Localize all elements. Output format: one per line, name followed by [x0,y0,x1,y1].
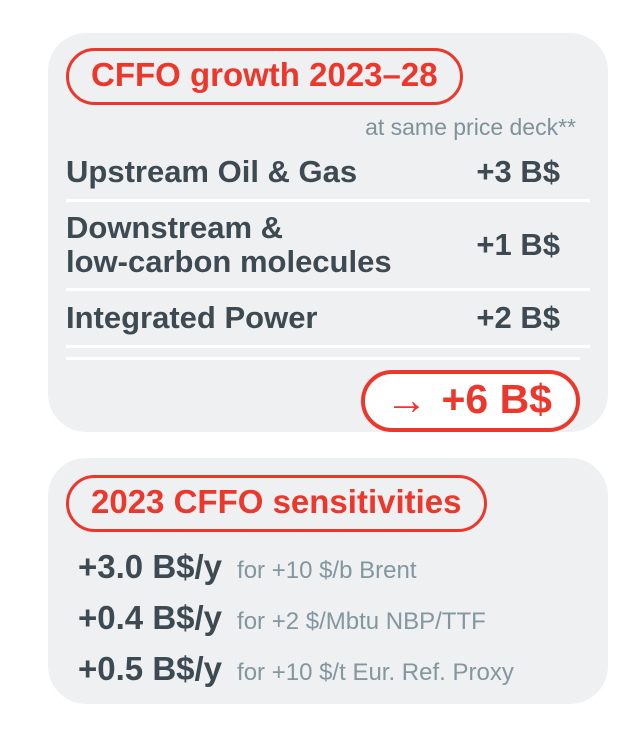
growth-row-label: Upstream Oil & Gas [66,153,358,189]
growth-row-value: +1 B$ [476,227,560,263]
growth-row-value: +3 B$ [476,154,560,189]
sensitivity-value: +0.4 B$/y [78,599,223,636]
cffo-sensitivities-card: 2023 CFFO sensitivities +3.0 B$/y for +1… [48,458,608,704]
growth-row-label: Downstream & low-carbon molecules [66,210,392,280]
right-arrow-icon: → [385,375,428,423]
growth-total-line: → +6 B$ [66,357,580,433]
sensitivity-row-gas: +0.4 B$/y for +2 $/Mbtu NBP/TTF [78,599,590,637]
sensitivity-value: +3.0 B$/y [78,548,223,585]
sensitivity-condition: for +10 $/b Brent [237,557,417,584]
price-deck-note: at same price deck** [365,114,576,140]
growth-row-integrated-power: Integrated Power +2 B$ [66,291,590,349]
growth-total-pill: → +6 B$ [361,370,580,433]
cffo-growth-title-pill: CFFO growth 2023–28 [66,48,463,105]
sensitivity-value: +0.5 B$/y [78,650,223,687]
growth-row-upstream: Upstream Oil & Gas +3 B$ [66,145,590,202]
sensitivity-condition: for +2 $/Mbtu NBP/TTF [237,608,486,635]
growth-row-downstream: Downstream & low-carbon molecules +1 B$ [66,202,590,292]
cffo-growth-card: CFFO growth 2023–28 at same price deck**… [48,33,608,433]
sensitivities-rows: +3.0 B$/y for +10 $/b Brent +0.4 B$/y fo… [78,548,590,688]
growth-row-label: Integrated Power [66,300,318,336]
growth-total-value: +6 B$ [441,376,552,423]
sensitivity-condition: for +10 $/t Eur. Ref. Proxy [237,659,514,686]
sensitivity-row-brent: +3.0 B$/y for +10 $/b Brent [78,548,590,586]
sensitivity-row-refining: +0.5 B$/y for +10 $/t Eur. Ref. Proxy [78,650,590,688]
growth-row-value: +2 B$ [476,300,560,336]
sensitivities-title-pill: 2023 CFFO sensitivities [66,475,487,532]
